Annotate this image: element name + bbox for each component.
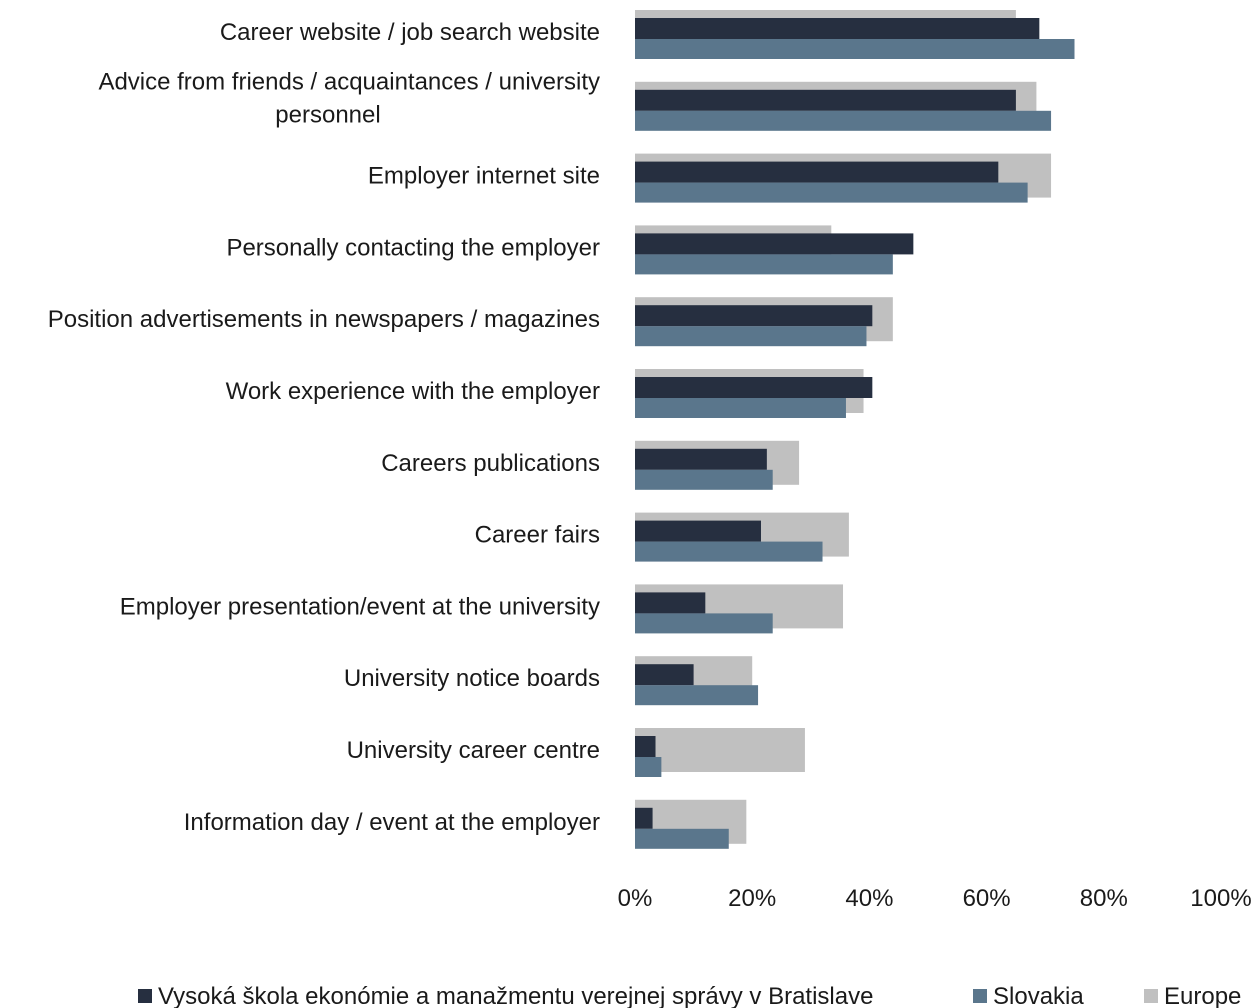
bar-slovakia — [635, 685, 759, 706]
bar-institution — [635, 305, 873, 327]
category-label: Work experience with the employer — [226, 378, 600, 405]
x-tick-label: 40% — [845, 885, 893, 912]
x-tick-label: 60% — [963, 885, 1011, 912]
bar-slovakia — [635, 326, 867, 347]
category-label: Careers publications — [381, 450, 600, 477]
category-label: Information day / event at the employer — [184, 809, 600, 836]
bar-slovakia — [635, 254, 893, 275]
x-axis-tick-labels: 0% 20% 40% 60% 80% 100% — [618, 885, 1251, 912]
legend-label: Slovakia — [993, 983, 1084, 1008]
bar-institution — [635, 807, 653, 829]
bar-institution — [635, 89, 1016, 111]
bar-institution — [635, 592, 706, 614]
category-label: Employer presentation/event at the unive… — [120, 593, 600, 620]
category-label: University career centre — [347, 737, 600, 764]
bar-slovakia — [635, 541, 823, 562]
bar-slovakia — [635, 757, 662, 777]
bar-slovakia — [635, 39, 1075, 59]
category-label: Advice from friends / acquaintances / un… — [98, 68, 600, 95]
bar-institution — [635, 161, 999, 183]
bar-europe — [635, 728, 805, 772]
legend-swatch — [973, 989, 987, 1003]
bar-slovakia — [635, 613, 773, 634]
legend-label: Vysoká škola ekonómie a manažmentu verej… — [158, 983, 873, 1008]
category-label: Position advertisements in newspapers / … — [48, 306, 600, 333]
bar-institution — [635, 448, 767, 470]
bar-slovakia — [635, 110, 1052, 131]
bar-institution — [635, 736, 656, 757]
bar-slovakia — [635, 398, 846, 418]
bar-slovakia — [635, 469, 773, 490]
x-tick-label: 20% — [728, 885, 776, 912]
bar-slovakia — [635, 182, 1028, 203]
category-label: personnel — [275, 101, 380, 128]
legend-swatch — [1144, 989, 1158, 1003]
x-tick-label: 100% — [1190, 885, 1251, 912]
bar-institution — [635, 233, 914, 255]
europe-bars — [635, 10, 1052, 844]
category-label: Employer internet site — [368, 163, 600, 190]
bar-slovakia — [635, 828, 729, 849]
legend: Vysoká škola ekonómie a manažmentu verej… — [138, 983, 1241, 1008]
bar-institution — [635, 520, 761, 542]
bar-institution — [635, 377, 873, 398]
category-label: Career fairs — [475, 522, 600, 549]
category-labels: Career website / job search website Advic… — [48, 19, 600, 836]
bar-institution — [635, 18, 1040, 39]
x-tick-label: 0% — [618, 885, 653, 912]
bar-institution — [635, 664, 694, 686]
x-tick-label: 80% — [1080, 885, 1128, 912]
category-label: Personally contacting the employer — [226, 234, 600, 261]
category-label: Career website / job search website — [220, 19, 600, 46]
legend-label: Europe — [1164, 983, 1241, 1008]
category-label: University notice boards — [344, 665, 600, 692]
legend-swatch — [138, 989, 152, 1003]
inner-bars — [635, 18, 1075, 849]
